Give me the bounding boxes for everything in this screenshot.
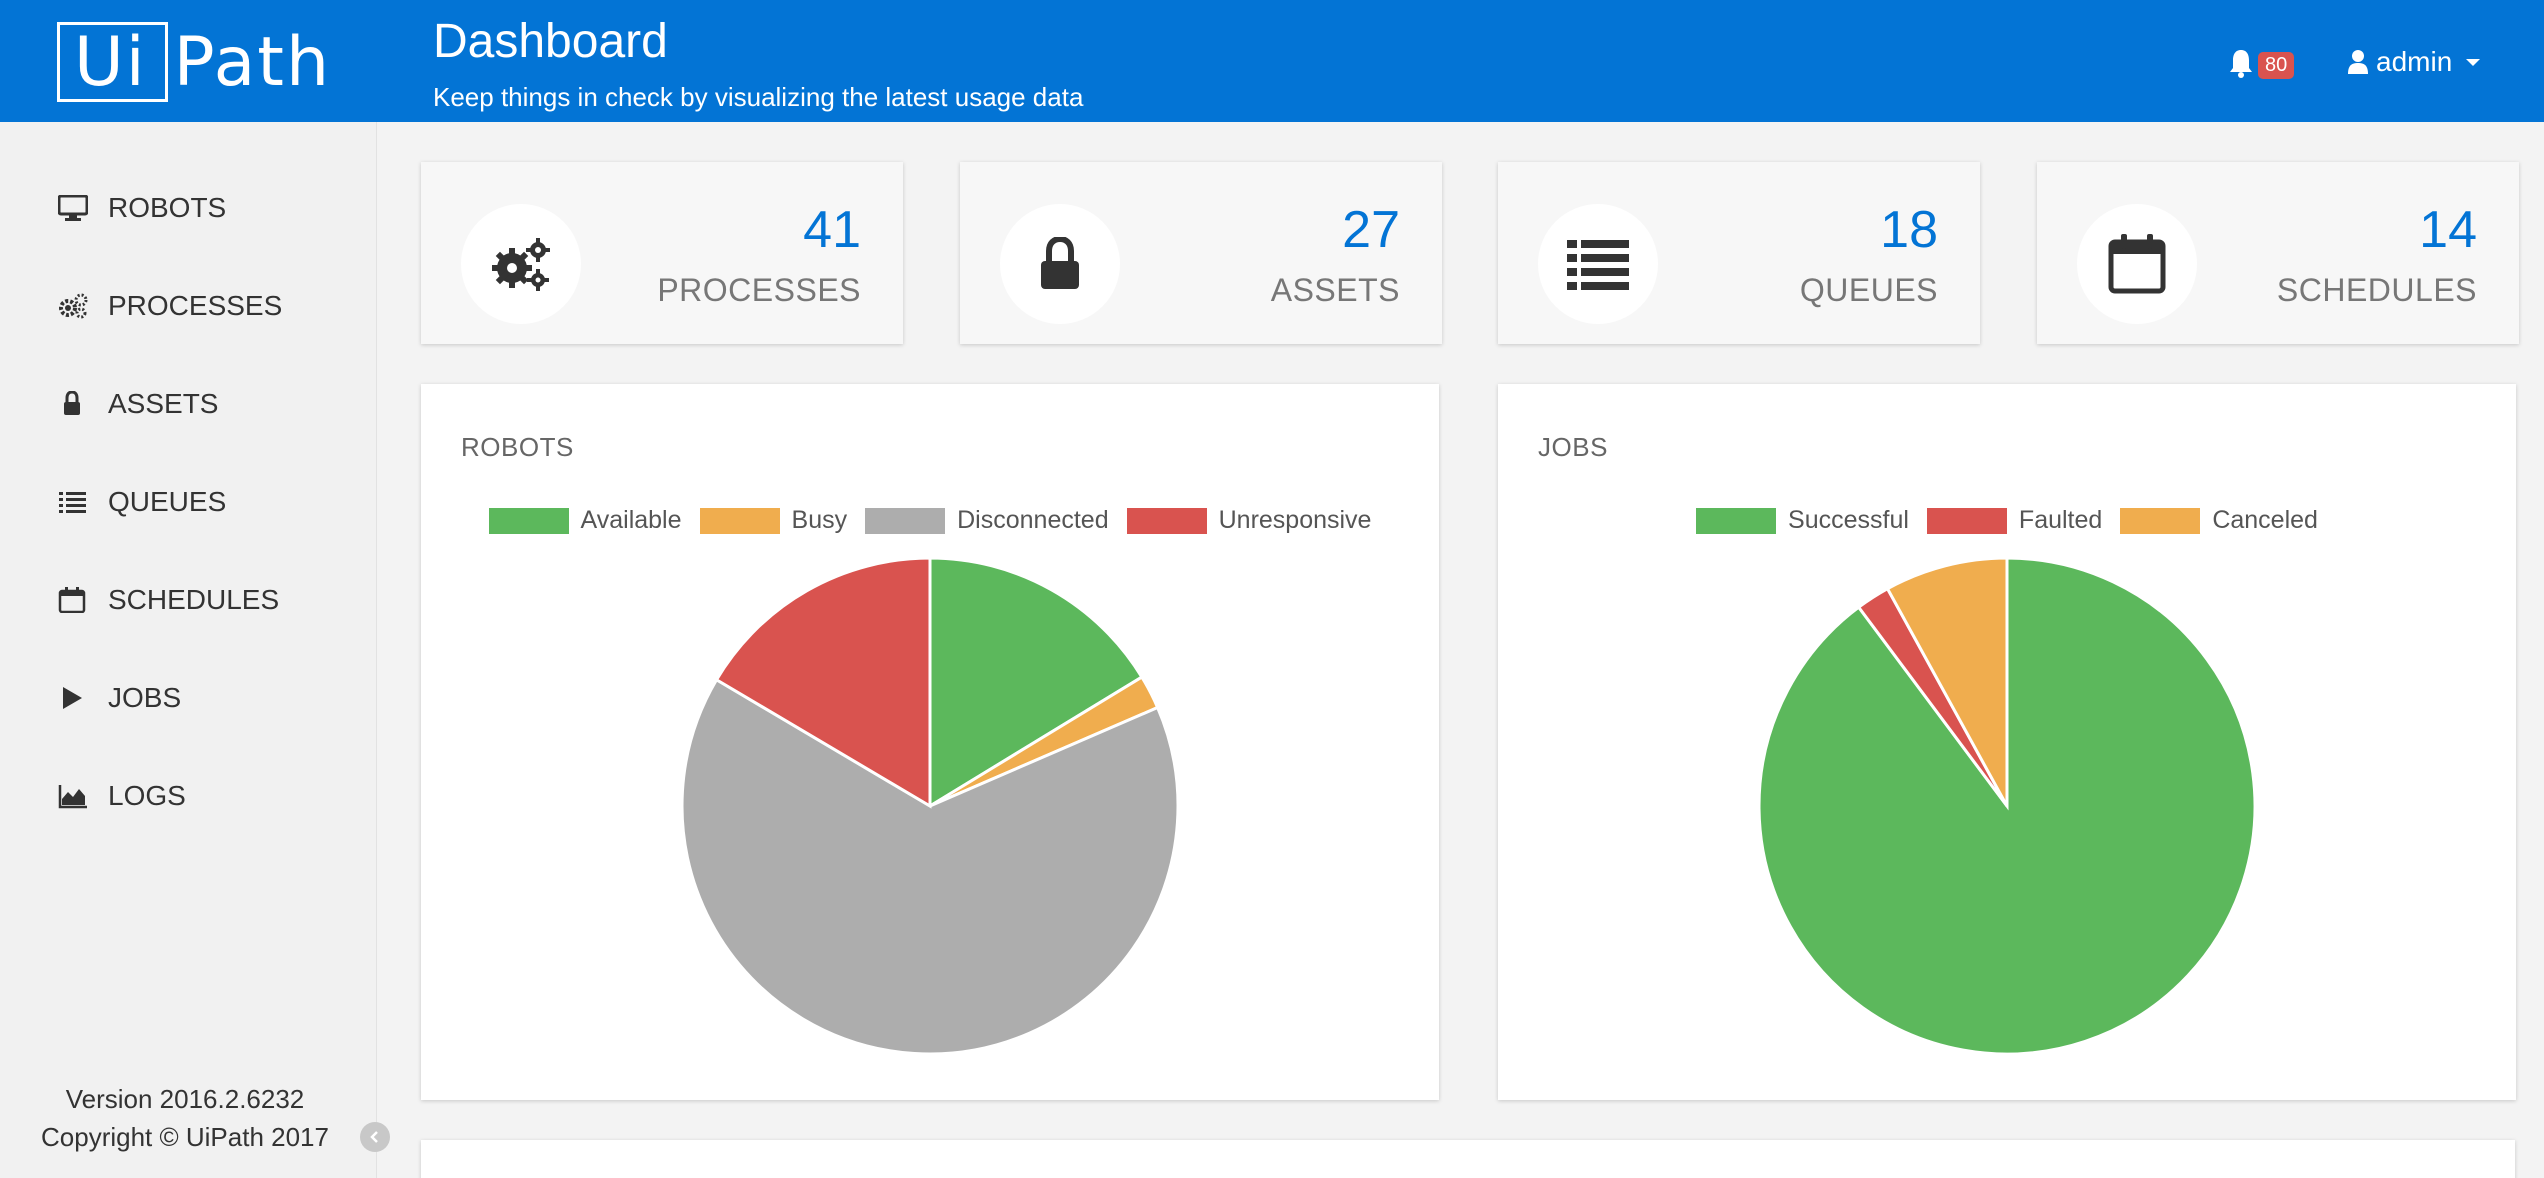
- sidebar-item-label: QUEUES: [108, 486, 227, 517]
- sidebar-item-label: PROCESSES: [108, 290, 283, 321]
- lock-icon: [1041, 237, 1079, 289]
- stat-icon-circle: [1538, 204, 1658, 324]
- chart-title: JOBS: [1538, 432, 1608, 462]
- stat-value: 27: [1342, 201, 1400, 259]
- logo-text-path: Path: [173, 22, 332, 102]
- legend-swatch: [1126, 507, 1207, 534]
- notification-badge[interactable]: 80: [2258, 52, 2295, 79]
- sidebar-item-queues[interactable]: QUEUES: [58, 482, 226, 522]
- monitor-icon: [58, 193, 94, 223]
- sidebar: ROBOTS PROCESSES ASSETS QUEUES SCHEDULES…: [0, 122, 377, 1178]
- legend-swatch: [2120, 507, 2201, 534]
- stat-label: PROCESSES: [657, 272, 861, 308]
- stat-label: SCHEDULES: [2276, 272, 2477, 308]
- robots-pie-chart: [680, 556, 1180, 1056]
- stat-card-assets[interactable]: 27 ASSETS: [960, 162, 1442, 344]
- legend-item-successful[interactable]: Successful: [1696, 506, 1909, 535]
- stat-value: 41: [803, 201, 861, 259]
- version-text: Version 2016.2.6232: [65, 1084, 305, 1114]
- stat-value: 18: [1880, 201, 1938, 259]
- sidebar-item-jobs[interactable]: JOBS: [58, 678, 181, 718]
- copyright-text: Copyright © UiPath 2017: [41, 1122, 329, 1152]
- chart-legend: Available Busy Disconnected Unresponsive: [421, 506, 1439, 535]
- legend-item-faulted[interactable]: Faulted: [1926, 506, 2103, 535]
- stat-card-schedules[interactable]: 14 SCHEDULES: [2037, 162, 2519, 344]
- uipath-logo[interactable]: Ui Path: [57, 22, 331, 102]
- legend-swatch: [1926, 507, 2007, 534]
- pie-slice-disconnected[interactable]: [680, 677, 1180, 1056]
- sidebar-item-label: LOGS: [108, 780, 186, 811]
- chevron-left-icon: [370, 1131, 378, 1143]
- robots-chart-panel: ROBOTS Available Busy Disconnected Unres…: [421, 384, 1439, 1100]
- sidebar-item-label: SCHEDULES: [108, 584, 280, 615]
- user-menu[interactable]: admin: [2348, 46, 2481, 78]
- legend-item-unresponsive[interactable]: Unresponsive: [1126, 506, 1372, 535]
- top-header: Ui Path Dashboard Keep things in check b…: [0, 0, 2544, 122]
- stat-label: ASSETS: [1270, 272, 1400, 308]
- chart-title: ROBOTS: [461, 432, 574, 462]
- calendar-icon: [58, 585, 94, 615]
- stat-card-processes[interactable]: 41 PROCESSES: [421, 162, 903, 344]
- stat-icon-circle: [2077, 204, 2197, 324]
- sidebar-item-logs[interactable]: LOGS: [58, 776, 186, 816]
- chart-legend: Successful Faulted Canceled: [1498, 506, 2516, 535]
- pie-slice-available[interactable]: [928, 556, 1144, 809]
- stat-label: QUEUES: [1799, 272, 1938, 308]
- gears-icon: [58, 291, 94, 321]
- page-subtitle: Keep things in check by visualizing the …: [433, 82, 1084, 112]
- logo-text-ui: Ui: [74, 22, 147, 102]
- legend-swatch: [699, 507, 780, 534]
- play-icon: [58, 683, 94, 713]
- legend-label: Faulted: [2018, 506, 2103, 534]
- sidebar-item-assets[interactable]: ASSETS: [58, 384, 218, 424]
- calendar-icon: [2108, 234, 2166, 294]
- legend-label: Unresponsive: [1218, 506, 1372, 534]
- sidebar-item-label: JOBS: [108, 682, 182, 713]
- stat-icon-circle: [1000, 204, 1120, 324]
- collapse-sidebar-button[interactable]: [360, 1122, 390, 1152]
- sidebar-item-label: ROBOTS: [108, 192, 227, 223]
- user-icon: [2348, 50, 2368, 74]
- list-icon: [1567, 240, 1629, 290]
- user-name: admin: [2376, 46, 2453, 77]
- legend-label: Canceled: [2212, 506, 2318, 534]
- legend-item-disconnected[interactable]: Disconnected: [865, 506, 1109, 535]
- legend-label: Successful: [1788, 506, 1909, 534]
- page-title: Dashboard: [433, 15, 668, 68]
- logo-box: Ui: [57, 22, 168, 102]
- list-icon: [58, 487, 94, 517]
- bell-icon[interactable]: [2228, 48, 2254, 78]
- stat-icon-circle: [461, 204, 581, 324]
- legend-item-busy[interactable]: Busy: [699, 506, 848, 535]
- stat-value: 14: [2419, 201, 2477, 259]
- legend-item-canceled[interactable]: Canceled: [2120, 506, 2318, 535]
- bottom-panel: [421, 1140, 2515, 1178]
- lock-icon: [58, 389, 94, 419]
- legend-swatch: [1696, 507, 1777, 534]
- legend-label: Disconnected: [957, 506, 1109, 534]
- jobs-chart-panel: JOBS Successful Faulted Canceled: [1498, 384, 2516, 1100]
- sidebar-item-label: ASSETS: [108, 388, 219, 419]
- legend-label: Available: [580, 506, 682, 534]
- legend-label: Busy: [791, 506, 848, 534]
- pie-slice-unresponsive[interactable]: [714, 556, 932, 809]
- sidebar-item-processes[interactable]: PROCESSES: [58, 286, 282, 326]
- area-chart-icon: [58, 781, 94, 811]
- stat-card-queues[interactable]: 18 QUEUES: [1498, 162, 1980, 344]
- jobs-pie-chart: [1757, 556, 2257, 1056]
- chevron-down-icon: [2466, 58, 2481, 66]
- pie-slice-canceled[interactable]: [1885, 556, 2009, 807]
- gears-icon: [492, 238, 550, 291]
- legend-swatch: [488, 507, 569, 534]
- sidebar-item-robots[interactable]: ROBOTS: [58, 188, 226, 228]
- legend-item-available[interactable]: Available: [488, 506, 682, 535]
- sidebar-item-schedules[interactable]: SCHEDULES: [58, 580, 279, 620]
- legend-swatch: [865, 507, 946, 534]
